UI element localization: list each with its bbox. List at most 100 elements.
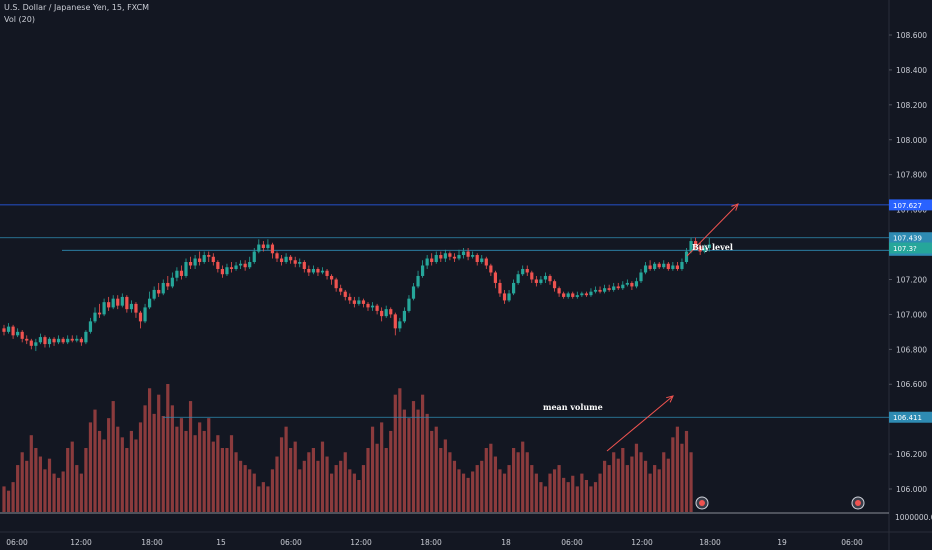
volume-bar bbox=[375, 443, 379, 512]
candle-body bbox=[557, 288, 561, 294]
volume-bar bbox=[607, 465, 611, 512]
volume-bar bbox=[266, 486, 270, 512]
candle-body bbox=[539, 279, 543, 283]
candle-body bbox=[38, 337, 42, 343]
candle-body bbox=[298, 262, 302, 264]
candle-body bbox=[653, 263, 657, 269]
volume-bar bbox=[416, 409, 420, 512]
volume-bar bbox=[452, 460, 457, 512]
candle-body bbox=[571, 293, 575, 297]
candle-body bbox=[293, 260, 297, 264]
time-tick-label: 15 bbox=[216, 538, 226, 547]
candle-body bbox=[339, 288, 343, 292]
volume-bar bbox=[639, 452, 643, 512]
volume-bar bbox=[29, 435, 33, 512]
candle-body bbox=[493, 272, 497, 283]
candle-body bbox=[239, 263, 243, 266]
volume-bar bbox=[671, 437, 675, 512]
candle-body bbox=[589, 291, 593, 296]
volume-bar bbox=[334, 465, 338, 512]
candle-body bbox=[525, 268, 529, 273]
volume-bar bbox=[325, 456, 329, 512]
volume-bar bbox=[88, 422, 93, 512]
volume-bar bbox=[284, 426, 288, 512]
current-price-tag-label: 107.3? bbox=[893, 245, 917, 253]
volume-bar bbox=[43, 469, 47, 512]
price-tag bbox=[889, 232, 932, 244]
volume-bar bbox=[289, 448, 293, 512]
candle-body bbox=[580, 293, 584, 296]
volume-bar bbox=[170, 405, 174, 512]
candle-body bbox=[120, 296, 124, 306]
volume-bar bbox=[552, 469, 557, 512]
candle-body bbox=[625, 282, 629, 285]
candle-body bbox=[252, 251, 256, 262]
volume-bar bbox=[516, 452, 520, 512]
volume-bar bbox=[625, 465, 629, 512]
buy-level-annotation: Buy level bbox=[692, 242, 733, 252]
volume-bar bbox=[562, 477, 566, 512]
candle-body bbox=[634, 281, 639, 287]
volume-bar bbox=[348, 469, 352, 512]
price-tick-label: 106.200 bbox=[896, 450, 927, 459]
candle-body bbox=[316, 268, 320, 273]
candle-body bbox=[161, 282, 165, 294]
volume-bar bbox=[93, 409, 97, 512]
candle-body bbox=[279, 258, 284, 262]
volume-bar bbox=[571, 475, 575, 512]
legend-indicator: Vol (20) bbox=[4, 15, 35, 24]
volume-bar bbox=[366, 448, 370, 512]
volume-bar bbox=[384, 448, 388, 512]
volume-bar bbox=[66, 448, 70, 512]
volume-bar bbox=[302, 460, 306, 512]
event-badge-icon-dot bbox=[699, 500, 705, 506]
volume-bar bbox=[179, 418, 184, 512]
volume-bar bbox=[684, 430, 689, 512]
volume-bar bbox=[220, 448, 224, 512]
volume-bar bbox=[252, 473, 256, 512]
candle-body bbox=[398, 321, 402, 329]
volume-bar bbox=[411, 401, 416, 512]
volume-bar bbox=[634, 443, 639, 512]
candle-body bbox=[430, 258, 434, 262]
volume-bar bbox=[525, 452, 529, 512]
candle-body bbox=[648, 265, 652, 269]
volume-bar bbox=[129, 430, 133, 512]
candle-body bbox=[220, 268, 224, 275]
candle-body bbox=[84, 331, 88, 343]
candle-body bbox=[148, 298, 152, 308]
volume-bar bbox=[57, 477, 61, 512]
volume-bar bbox=[575, 486, 579, 512]
volume-bar bbox=[430, 430, 434, 512]
volume-bar bbox=[270, 469, 275, 512]
price-tick-label: 108.400 bbox=[896, 66, 927, 75]
volume-axis-label: 1000000.000 bbox=[895, 513, 932, 522]
candle-body bbox=[270, 244, 275, 254]
volume-bar bbox=[111, 401, 115, 512]
volume-bar bbox=[97, 430, 102, 512]
candle-body bbox=[612, 286, 616, 290]
volume-bar bbox=[257, 486, 261, 512]
volume-bar bbox=[689, 452, 693, 512]
volume-bar bbox=[402, 409, 406, 512]
candle-body bbox=[643, 265, 648, 273]
candle-body bbox=[52, 338, 56, 343]
candle-body bbox=[703, 248, 707, 252]
candle-body bbox=[57, 338, 61, 343]
volume-bar bbox=[434, 426, 438, 512]
candle-body bbox=[457, 255, 461, 259]
volume-bar bbox=[243, 465, 247, 512]
candle-body bbox=[320, 270, 325, 273]
candle-body bbox=[75, 338, 79, 341]
mean-volume-annotation: mean volume bbox=[543, 402, 603, 412]
volume-bar bbox=[616, 458, 620, 512]
volume-bar bbox=[443, 439, 447, 512]
volume-bar bbox=[357, 480, 361, 512]
candle-body bbox=[575, 295, 579, 297]
candle-body bbox=[375, 305, 379, 311]
volume-bar bbox=[580, 473, 584, 512]
volume-bar bbox=[2, 486, 6, 512]
volume-bar bbox=[216, 435, 220, 512]
volume-bar bbox=[662, 452, 666, 512]
